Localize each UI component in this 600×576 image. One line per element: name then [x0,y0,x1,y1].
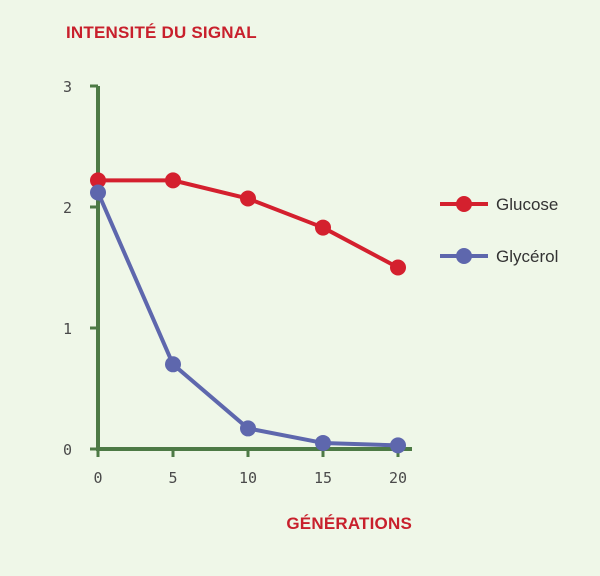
data-point [90,184,106,201]
legend-item: Glucose [440,195,558,214]
series-0 [90,172,406,276]
x-tick-label: 0 [93,469,102,487]
data-point [165,356,181,373]
y-tick-label: 3 [63,78,72,96]
data-point [240,190,256,207]
y-tick-label: 0 [63,441,72,459]
legend-label: Glucose [496,195,558,214]
series-layer [90,172,406,454]
series-1 [90,184,406,454]
data-point [315,434,331,451]
x-tick-label: 15 [314,469,332,487]
series-line [96,191,399,448]
y-tick-label: 1 [63,320,72,338]
x-tick-label: 20 [389,469,407,487]
data-point [90,172,106,189]
data-point [315,219,331,236]
legend-marker [456,196,472,212]
x-tick-label: 10 [239,469,257,487]
x-axis-title: GÉNÉRATIONS [286,514,412,533]
data-point [165,172,181,189]
data-point [240,420,256,437]
legend-label: Glycérol [496,247,558,266]
y-tick-label: 2 [63,199,72,217]
legend-marker [456,248,472,264]
axes: 0 1 2 3 0 5 10 15 20 [63,78,412,487]
data-point [390,437,406,454]
legend: Glucose Glycérol [440,195,558,266]
y-axis-title: INTENSITÉ DU SIGNAL [66,23,257,42]
data-point [390,259,406,276]
legend-item: Glycérol [440,247,558,266]
x-tick-label: 5 [168,469,177,487]
